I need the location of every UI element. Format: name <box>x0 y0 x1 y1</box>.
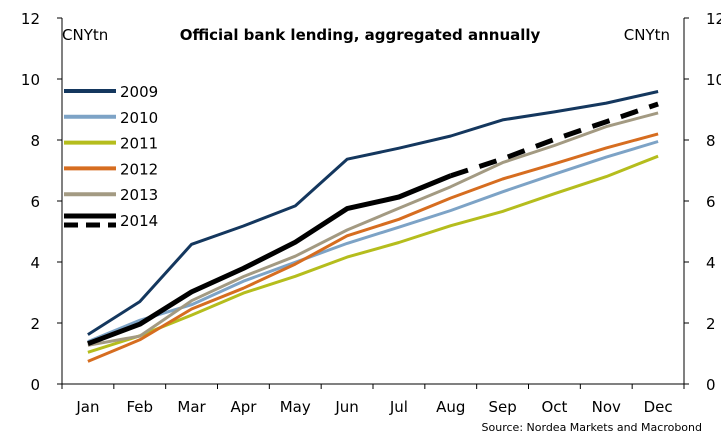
y-tick-label-left: 2 <box>30 315 40 333</box>
y-tick-label-right: 4 <box>706 254 716 272</box>
x-tick-label: Dec <box>644 398 673 416</box>
y-tick-label-left: 10 <box>21 71 40 89</box>
legend-label-2010: 2010 <box>120 109 158 127</box>
x-tick-label: May <box>280 398 311 416</box>
y-tick-label-right: 10 <box>706 71 721 89</box>
y-tick-label-left: 6 <box>30 193 40 211</box>
y-tick-label-right: 2 <box>706 315 716 333</box>
series-line-2011 <box>87 154 659 354</box>
x-tick-label: Jan <box>75 398 99 416</box>
y-tick-label-left: 0 <box>30 376 40 394</box>
x-tick-label: Sep <box>488 398 516 416</box>
axes: 0 0 2 2 4 4 6 6 8 8 10 10 12 12 Jan Feb Mar Apr May Jun Jul A… <box>21 10 721 416</box>
series-line-2009 <box>87 90 659 336</box>
series-line-2012 <box>87 132 659 363</box>
legend-label-2009: 2009 <box>120 83 158 101</box>
legend-label-2013: 2013 <box>120 186 158 204</box>
right-axis-unit: CNYtn <box>624 26 670 44</box>
y-tick-label-right: 12 <box>706 10 721 28</box>
series-line-2013 <box>87 111 659 347</box>
left-axis-unit: CNYtn <box>62 26 108 44</box>
y-tick-label-left: 8 <box>30 132 40 150</box>
chart-title: Official bank lending, aggregated annual… <box>180 26 541 44</box>
y-tick-label-left: 4 <box>30 254 40 272</box>
y-tick-label-right: 0 <box>706 376 716 394</box>
series-lines <box>87 90 659 363</box>
source-note: Source: Nordea Markets and Macrobond <box>482 421 702 434</box>
x-tick-label: Nov <box>592 398 621 416</box>
x-tick-label: Oct <box>541 398 567 416</box>
x-tick-label: Mar <box>177 398 206 416</box>
series-line-2014-dashed <box>450 101 659 179</box>
x-tick-label: Jul <box>389 398 408 416</box>
legend-label-2012: 2012 <box>120 160 158 178</box>
x-tick-label: Apr <box>230 398 257 416</box>
legend: 2009 2010 2011 2012 2013 2014 <box>64 83 158 230</box>
y-tick-label-left: 12 <box>21 10 40 28</box>
legend-label-2011: 2011 <box>120 135 158 153</box>
x-tick-label: Aug <box>436 398 465 416</box>
legend-label-2014: 2014 <box>120 212 158 230</box>
x-tick-label: Jun <box>334 398 358 416</box>
y-tick-label-right: 6 <box>706 193 716 211</box>
series-line-2014 <box>87 173 452 347</box>
y-tick-label-right: 8 <box>706 132 716 150</box>
x-tick-label: Feb <box>126 398 153 416</box>
